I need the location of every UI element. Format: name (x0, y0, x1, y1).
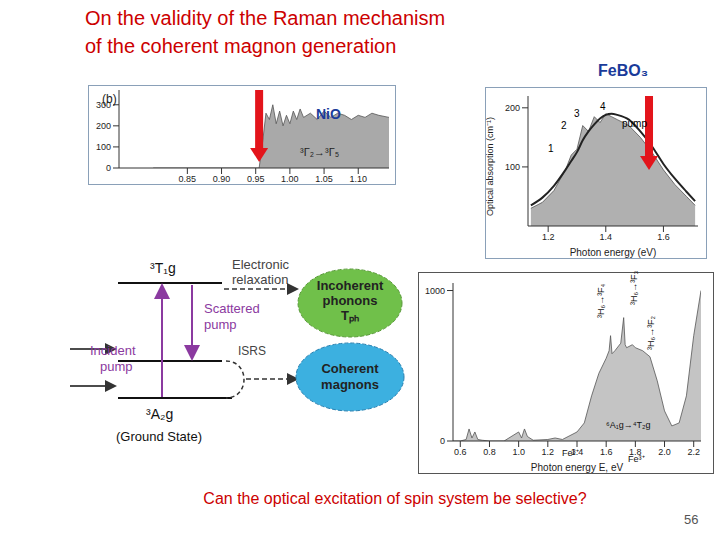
svg-text:2.0: 2.0 (658, 447, 671, 457)
svg-text:0.8: 0.8 (483, 447, 496, 457)
svg-text:phonons: phonons (323, 293, 378, 308)
svg-text:1.2: 1.2 (542, 232, 555, 242)
svg-text:Tₚₕ: Tₚₕ (341, 308, 359, 324)
svg-text:2.2: 2.2 (687, 447, 700, 457)
svg-text:pump: pump (100, 359, 133, 374)
svg-text:1.0: 1.0 (512, 447, 525, 457)
svg-text:0: 0 (106, 163, 111, 173)
svg-text:1.6: 1.6 (600, 447, 613, 457)
svg-text:Photon energy (eV): Photon energy (eV) (570, 247, 657, 258)
svg-text:(Ground State): (Ground State) (116, 429, 202, 444)
svg-text:100: 100 (96, 142, 111, 152)
svg-text:1.2: 1.2 (542, 447, 555, 457)
svg-text:relaxation: relaxation (232, 272, 288, 287)
svg-text:0.85: 0.85 (179, 174, 197, 184)
svg-text:1000: 1000 (425, 286, 445, 296)
svg-text:1.10: 1.10 (349, 174, 367, 184)
svg-text:0.90: 0.90 (213, 174, 231, 184)
svg-text:Electronic: Electronic (232, 257, 290, 272)
svg-text:³T₁g: ³T₁g (150, 260, 176, 276)
svg-text:Coherent: Coherent (321, 361, 379, 376)
svg-text:Optical absorption (cm⁻¹): Optical absorption (cm⁻¹) (486, 117, 495, 216)
svg-text:0.95: 0.95 (247, 174, 265, 184)
svg-text:1.05: 1.05 (315, 174, 333, 184)
svg-text:200: 200 (505, 103, 520, 113)
svg-text:200: 200 (96, 121, 111, 131)
svg-text:0.6: 0.6 (454, 447, 467, 457)
svg-text:magnons: magnons (321, 377, 379, 392)
svg-text:1.4: 1.4 (600, 232, 613, 242)
svg-text:Scattered: Scattered (204, 301, 260, 316)
svg-text:pump: pump (204, 317, 237, 332)
svg-text:Photon energy E, eV: Photon energy E, eV (531, 462, 624, 473)
svg-text:100: 100 (505, 162, 520, 172)
svg-text:0: 0 (440, 436, 445, 446)
svg-text:Incoherent: Incoherent (317, 278, 384, 293)
svg-text:Incident: Incident (90, 343, 136, 358)
svg-text:1.6: 1.6 (657, 232, 670, 242)
svg-text:³A₂g: ³A₂g (146, 406, 173, 422)
svg-text:1.00: 1.00 (281, 174, 299, 184)
svg-text:ISRS: ISRS (238, 344, 266, 358)
